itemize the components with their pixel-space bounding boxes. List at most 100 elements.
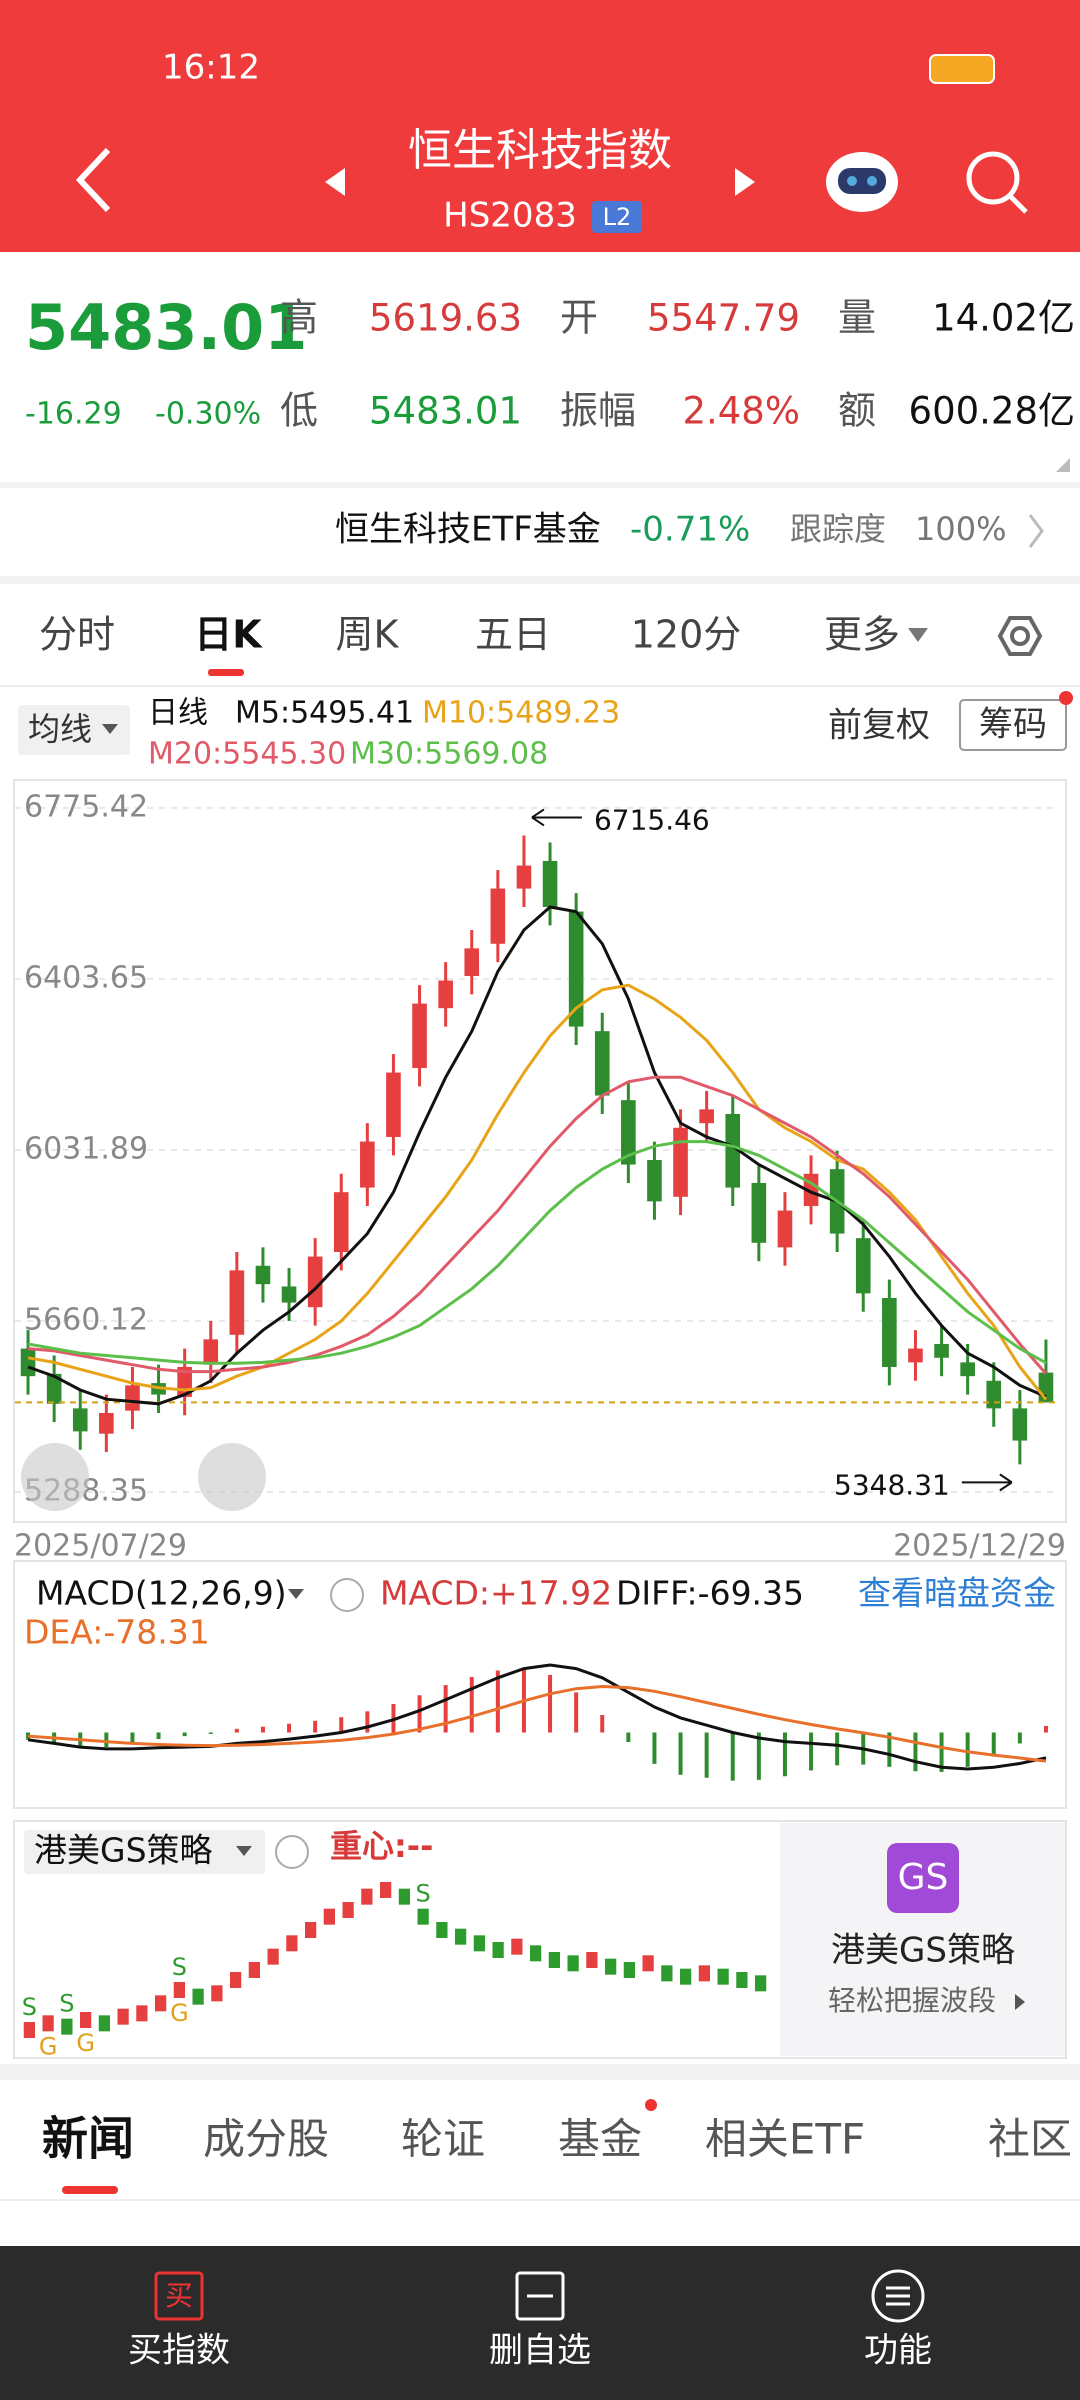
gs-bar (61, 2018, 73, 2035)
diff-line (27, 1663, 1047, 1771)
annotation: 6715.46 (594, 803, 710, 836)
field-value: 5619.63 (369, 297, 522, 340)
candle-body (882, 1297, 897, 1367)
badge: L2 (603, 203, 632, 231)
gs-bar (211, 1985, 223, 2002)
candle-body (72, 1408, 88, 1432)
candle-body (673, 1127, 688, 1197)
candle-body (464, 948, 480, 976)
gs-signal: G (39, 2032, 58, 2060)
field-label: 开 (560, 296, 598, 340)
content-tab[interactable]: 相关ETF (705, 2115, 865, 2164)
robot-icon[interactable] (826, 152, 898, 212)
annotation-arrow (531, 808, 582, 827)
candle-body (125, 1385, 140, 1411)
diff-label: DIFF:-69.35 (616, 1574, 804, 1613)
gs-signal: S (416, 1880, 431, 1908)
back-button[interactable] (75, 147, 111, 213)
candle-body (960, 1362, 975, 1377)
nav-label[interactable]: 功能 (864, 2331, 932, 2371)
tracking-label: 跟踪度 (790, 510, 886, 548)
chips[interactable]: 筹码 (979, 705, 1047, 745)
help-icon[interactable] (275, 1835, 309, 1869)
chips-button[interactable] (959, 699, 1067, 751)
y-tick-label: 6031.89 (24, 1131, 148, 1166)
header-bg (0, 0, 1080, 252)
gs-bar (286, 1935, 298, 1952)
macd-frame (13, 1560, 1067, 1809)
candle-body (621, 1100, 636, 1165)
gs-bar (305, 1922, 317, 1938)
expand-button[interactable] (21, 1443, 89, 1511)
gs-bar (417, 1908, 429, 1925)
fullscreen-button[interactable] (198, 1443, 266, 1511)
period: 日线 (148, 696, 208, 731)
gs-bar (623, 1962, 635, 1978)
ad-badge-bg (887, 1843, 959, 1913)
candle-body (490, 888, 506, 944)
separator (0, 2064, 1080, 2080)
candle-body (307, 1256, 323, 1308)
content-tab[interactable]: 基金 (558, 2115, 642, 2164)
dropdown (288, 1589, 304, 1599)
nav-label[interactable]: 删自选 (489, 2331, 591, 2371)
ma-line (27, 1140, 1047, 1365)
help-icon[interactable] (330, 1578, 364, 1612)
gs-bar (698, 1965, 710, 1982)
content-tab[interactable]: 成分股 (203, 2115, 329, 2164)
candle-body (386, 1072, 401, 1137)
separator (0, 576, 1080, 584)
badge-bg (592, 201, 642, 233)
ma-line (27, 1075, 1048, 1375)
search-icon[interactable] (966, 151, 1028, 214)
period-tab[interactable]: 120分 (631, 613, 742, 657)
period-tab[interactable]: 更多 (824, 613, 900, 657)
content-tab[interactable]: 轮证 (401, 2115, 485, 2164)
etf-change: -0.71% (630, 510, 750, 550)
settings-icon[interactable] (997, 616, 1043, 656)
ma-selector-bg[interactable] (18, 705, 130, 755)
gs-bar (436, 1922, 448, 1938)
tab-underline (208, 669, 244, 676)
change-pct: -0.30% (155, 397, 261, 432)
annotation-arrow (961, 1473, 1013, 1492)
ad-title: 港美GS策略 (831, 1931, 1015, 1971)
gs-bar (42, 2015, 54, 2032)
buy-icon (154, 2271, 204, 2321)
gs-selector-bg[interactable] (24, 1830, 265, 1874)
x-label: 2025/07/29 (14, 1529, 187, 1564)
battery (929, 54, 995, 84)
period-tab[interactable]: 分时 (39, 613, 115, 657)
dark-pool-link[interactable]: 查看暗盘资金 (858, 1574, 1056, 1613)
period-tab[interactable]: 周K (336, 613, 400, 657)
content-tab[interactable]: 社区 (988, 2115, 1072, 2164)
dea-line (27, 1684, 1047, 1763)
period-tab[interactable]: 日K (194, 613, 263, 657)
gs-bar (548, 1952, 560, 1968)
gs-bar (98, 2015, 110, 2032)
prev-arrow[interactable] (325, 168, 345, 196)
gs-bar (342, 1902, 354, 1918)
ma-selector[interactable]: 均线 (28, 710, 92, 748)
y-tick-label: 6775.42 (24, 789, 148, 824)
dropdown (102, 724, 118, 734)
field-value: 5547.79 (647, 297, 800, 340)
candle-body (203, 1339, 219, 1365)
candle-body (412, 1003, 427, 1068)
delete-icon (515, 2271, 565, 2321)
nav-label[interactable]: 买指数 (128, 2331, 230, 2371)
content-tab[interactable]: 新闻 (42, 2112, 134, 2166)
gs-signal: G (170, 1999, 189, 2027)
period-tab[interactable]: 五日 (475, 613, 551, 657)
next-arrow[interactable] (735, 168, 755, 196)
gs-signal: S (172, 1953, 187, 1981)
y-tick-label: 5660.12 (24, 1302, 148, 1337)
field-value: 14.02亿 (932, 297, 1075, 340)
adjust[interactable]: 前复权 (828, 706, 930, 746)
gs-signal: G (76, 2029, 95, 2057)
gs-title[interactable]: 港美GS策略 (34, 1831, 213, 1870)
candle-body (751, 1182, 767, 1243)
macd-title[interactable]: MACD(12,26,9) (36, 1574, 287, 1613)
field-label: 高 (280, 296, 318, 340)
